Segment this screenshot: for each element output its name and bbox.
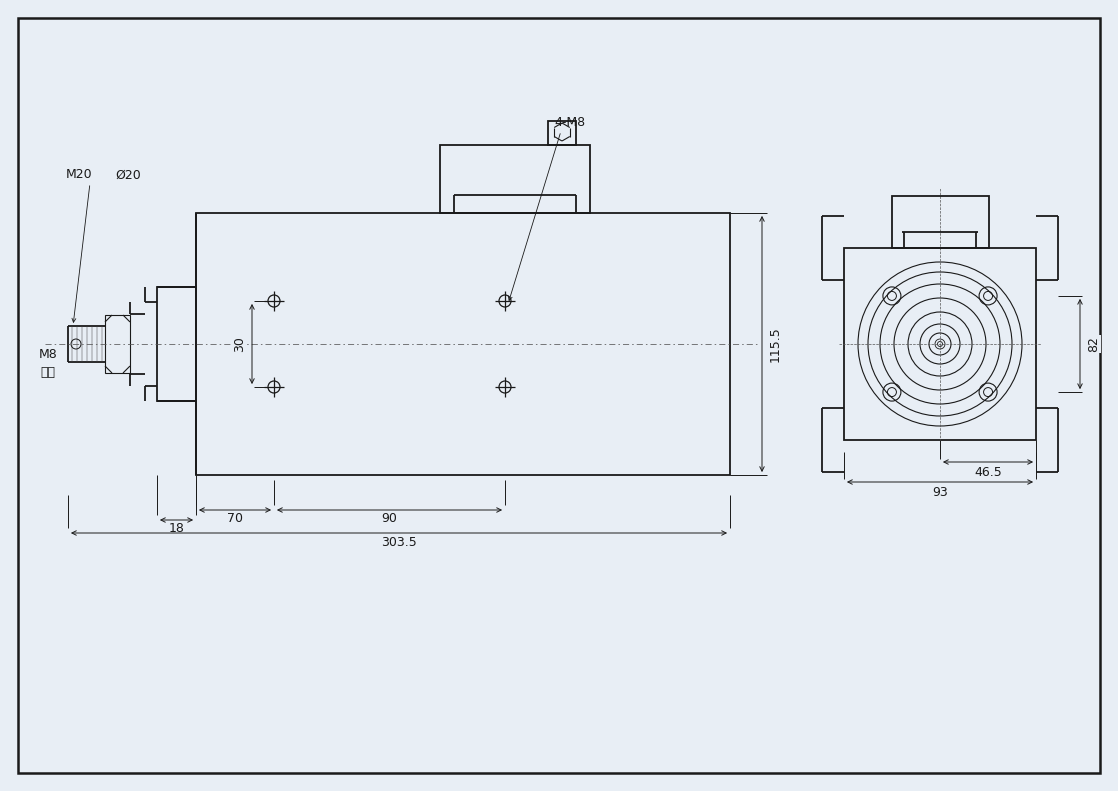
Bar [105, 315, 130, 373]
Text: Ø20: Ø20 [115, 168, 141, 181]
Bar [548, 121, 576, 145]
Bar [844, 248, 1036, 440]
Text: 46.5: 46.5 [974, 465, 1002, 479]
Text: M20: M20 [66, 168, 93, 181]
Text: 115.5: 115.5 [768, 326, 781, 361]
Bar [892, 196, 989, 248]
Bar [157, 287, 196, 401]
Text: 82: 82 [1088, 336, 1100, 352]
Bar [440, 145, 590, 213]
Text: 90: 90 [381, 513, 397, 525]
Bar [196, 213, 730, 475]
Text: 4-M8: 4-M8 [555, 116, 586, 130]
Text: 18: 18 [169, 523, 184, 536]
Text: 93: 93 [932, 486, 948, 498]
Text: 30: 30 [234, 336, 246, 352]
Text: 303.5: 303.5 [381, 536, 417, 548]
Text: M8: M8 [39, 347, 57, 361]
Text: 70: 70 [227, 513, 243, 525]
Text: 左旋: 左旋 [40, 365, 56, 379]
